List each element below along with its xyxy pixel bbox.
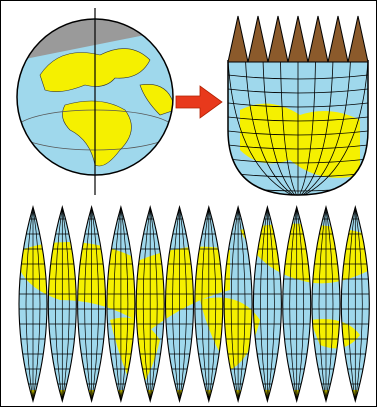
grid-line <box>297 60 368 195</box>
gore-cup <box>227 15 369 196</box>
gore-tip <box>227 15 249 63</box>
gore-tip <box>347 15 369 63</box>
grid-line <box>179 207 187 401</box>
grid-line <box>280 60 299 195</box>
grid-line <box>297 60 316 195</box>
grid-line <box>260 207 268 401</box>
grid-line <box>262 60 299 195</box>
continent <box>139 83 173 116</box>
grid-line <box>296 207 305 401</box>
grid-line <box>113 207 122 401</box>
grid-line <box>289 207 298 401</box>
gore-outline <box>252 205 282 403</box>
arrow <box>175 85 223 119</box>
grid-line <box>318 207 327 401</box>
grid-line <box>325 207 334 401</box>
grid-line <box>354 207 363 401</box>
gore-outline <box>47 205 77 403</box>
grid-line <box>297 60 351 195</box>
grid-line <box>245 60 299 195</box>
gore-outline <box>135 205 165 403</box>
grid-line <box>32 207 41 401</box>
gore-outline <box>223 205 253 403</box>
grid-line <box>267 207 275 401</box>
grid-line <box>237 207 246 401</box>
continent <box>310 319 360 349</box>
gore-tip <box>307 15 329 63</box>
gore-outline <box>194 205 224 403</box>
gore-outline <box>106 205 136 403</box>
cup-outline <box>227 60 369 196</box>
grid-line <box>230 207 239 401</box>
grid-line <box>25 207 34 401</box>
grid-line <box>84 207 92 401</box>
globe <box>16 8 174 195</box>
grid-line <box>61 207 70 401</box>
gore-outline <box>282 205 312 403</box>
continent <box>240 103 360 178</box>
grid-line <box>228 60 299 195</box>
gore-outline <box>311 205 341 403</box>
grid-line <box>120 207 129 401</box>
grid-line <box>201 207 210 401</box>
gore-outline <box>165 205 194 403</box>
gore-outline <box>77 205 107 403</box>
grid-line <box>347 207 356 401</box>
grid-line <box>208 207 217 401</box>
gore-tip <box>247 15 269 63</box>
gore-tip <box>327 15 349 63</box>
gore-tip <box>287 15 309 63</box>
grid-line <box>172 207 180 401</box>
gore-outline <box>18 205 48 403</box>
grid-line <box>142 207 151 401</box>
grid-line <box>91 207 99 401</box>
gore-tip <box>267 15 289 63</box>
grid-line <box>54 207 63 401</box>
grid-line <box>149 207 158 401</box>
grid-line <box>297 60 334 195</box>
gore-outline <box>340 205 370 403</box>
